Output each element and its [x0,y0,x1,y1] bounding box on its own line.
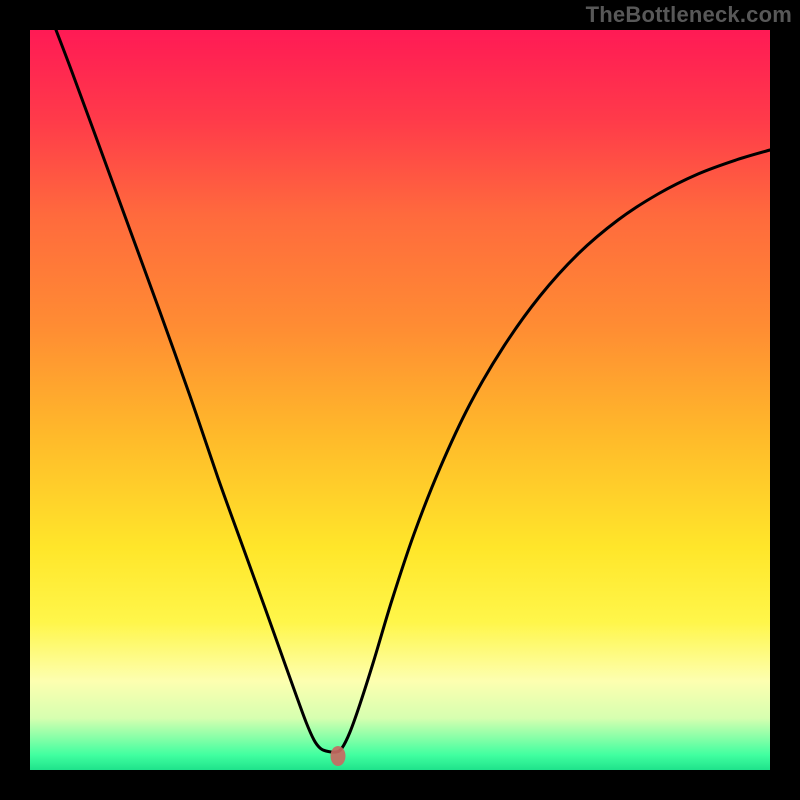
optimal-point-marker [331,746,346,766]
plot-area [30,30,770,770]
canvas: TheBottleneck.com [0,0,800,800]
watermark-label: TheBottleneck.com [586,2,792,28]
bottleneck-chart [0,0,800,800]
